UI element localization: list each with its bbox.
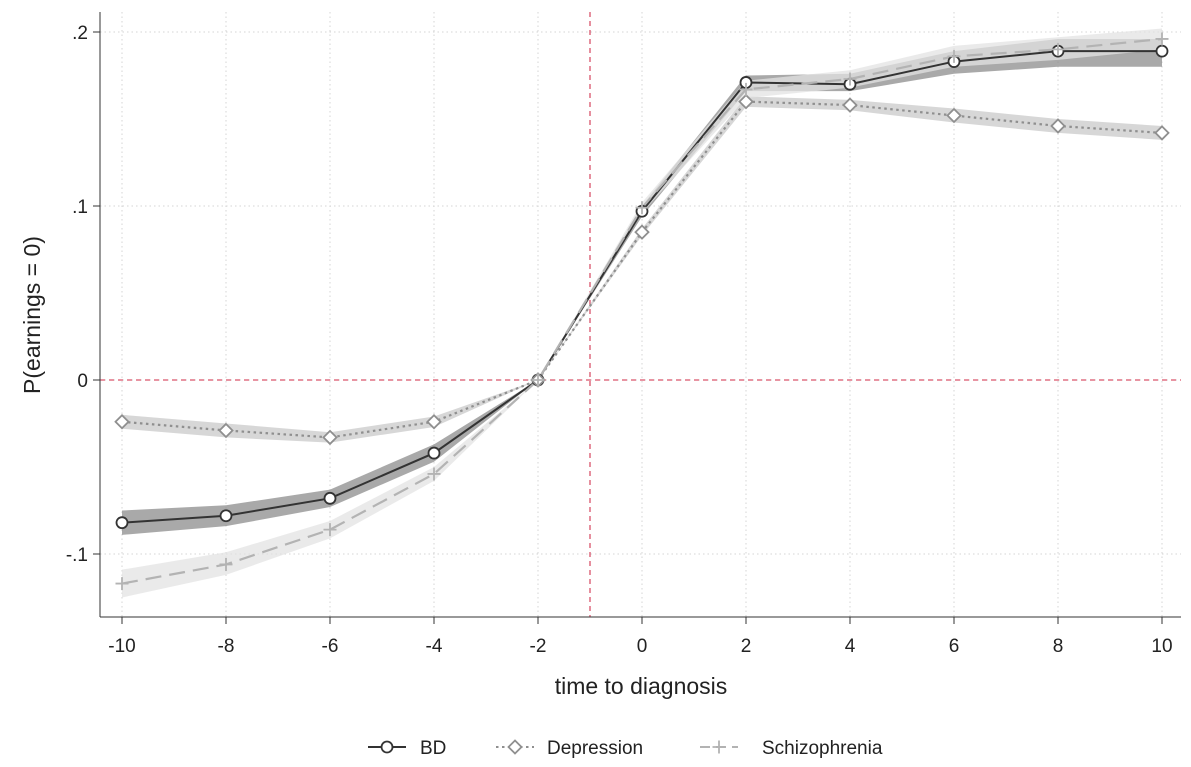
x-tick-label: 10 [1151, 636, 1172, 657]
legend: BD Depression Schizophrenia [368, 738, 883, 759]
y-tick-label: .2 [72, 23, 88, 44]
legend-label-bd: BD [420, 738, 446, 759]
series-markers [114, 32, 1170, 591]
legend-marker-schizophrenia [712, 740, 726, 754]
bd-point [427, 446, 441, 460]
depression-point [218, 422, 234, 439]
legend-item-schizophrenia: Schizophrenia [700, 738, 883, 759]
depression-point [634, 224, 650, 240]
legend-label-depression: Depression [547, 738, 643, 759]
y-tick-label: -.1 [66, 545, 88, 566]
schizophrenia-point [947, 49, 961, 63]
x-tick-label: 6 [949, 636, 960, 657]
legend-marker-depression [507, 739, 523, 755]
x-tick-label: -10 [108, 636, 135, 657]
x-tick-label: -8 [218, 636, 235, 657]
x-axis-title: time to diagnosis [555, 673, 728, 699]
depression-point [946, 107, 962, 124]
depression-point [322, 429, 338, 446]
x-tick-label: -6 [322, 636, 339, 657]
legend-label-schizophrenia: Schizophrenia [762, 738, 883, 759]
x-tick-label: -4 [426, 636, 443, 657]
bd-point [219, 509, 233, 523]
bd-point [323, 491, 337, 505]
schizophrenia-point [531, 373, 545, 387]
depression-point [1154, 125, 1170, 141]
bd-point [1155, 44, 1169, 58]
y-tick-label: .1 [72, 197, 88, 218]
bd-point [115, 516, 129, 530]
schizophrenia-point [1155, 32, 1169, 46]
legend-item-depression: Depression [496, 738, 643, 759]
x-tick-label: -2 [530, 636, 547, 657]
x-tick-label: 4 [845, 636, 856, 657]
schizophrenia-point [115, 577, 129, 591]
schizophrenia-point [1051, 42, 1065, 56]
x-tick-label: 8 [1053, 636, 1064, 657]
x-tick-label: 2 [741, 636, 752, 657]
depression-point [114, 413, 130, 430]
depression-point [738, 93, 754, 110]
y-tick-label: 0 [77, 371, 88, 392]
grid [100, 12, 1181, 617]
reference-lines [100, 12, 1181, 617]
depression-point [1050, 118, 1066, 134]
schizophrenia-point [635, 201, 649, 215]
schizophrenia-point [219, 557, 233, 571]
x-tick-label: 0 [637, 636, 648, 657]
schizophrenia-point [739, 82, 753, 96]
legend-marker-bd [380, 740, 394, 754]
depression-point [842, 97, 858, 113]
schizophrenia-point [843, 72, 857, 86]
legend-item-bd: BD [368, 738, 446, 759]
schizophrenia-point [427, 467, 441, 481]
y-axis-title: P(earnings = 0) [19, 236, 45, 394]
depression-point [426, 413, 442, 430]
schizophrenia-point [323, 523, 337, 537]
axes: -10 -8 -6 -4 -2 0 2 4 6 8 10 -.1 0 .1 .2 [66, 12, 1181, 657]
